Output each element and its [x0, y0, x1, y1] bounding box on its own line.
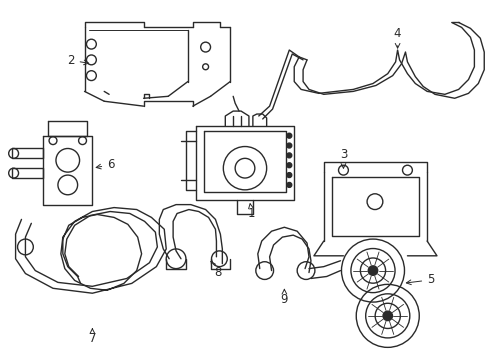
Text: 7: 7 [88, 329, 96, 346]
Text: 1: 1 [247, 204, 255, 220]
Circle shape [382, 311, 392, 321]
Text: 4: 4 [393, 27, 401, 48]
Text: 8: 8 [210, 261, 222, 279]
Text: 9: 9 [280, 289, 287, 306]
Circle shape [286, 143, 291, 148]
Text: 2: 2 [67, 54, 88, 67]
Circle shape [286, 183, 291, 188]
Circle shape [286, 172, 291, 177]
Text: 3: 3 [339, 148, 346, 168]
Text: 5: 5 [406, 273, 434, 286]
Text: 6: 6 [96, 158, 114, 171]
Circle shape [286, 133, 291, 138]
Circle shape [367, 266, 377, 275]
Circle shape [286, 153, 291, 158]
Circle shape [286, 163, 291, 168]
